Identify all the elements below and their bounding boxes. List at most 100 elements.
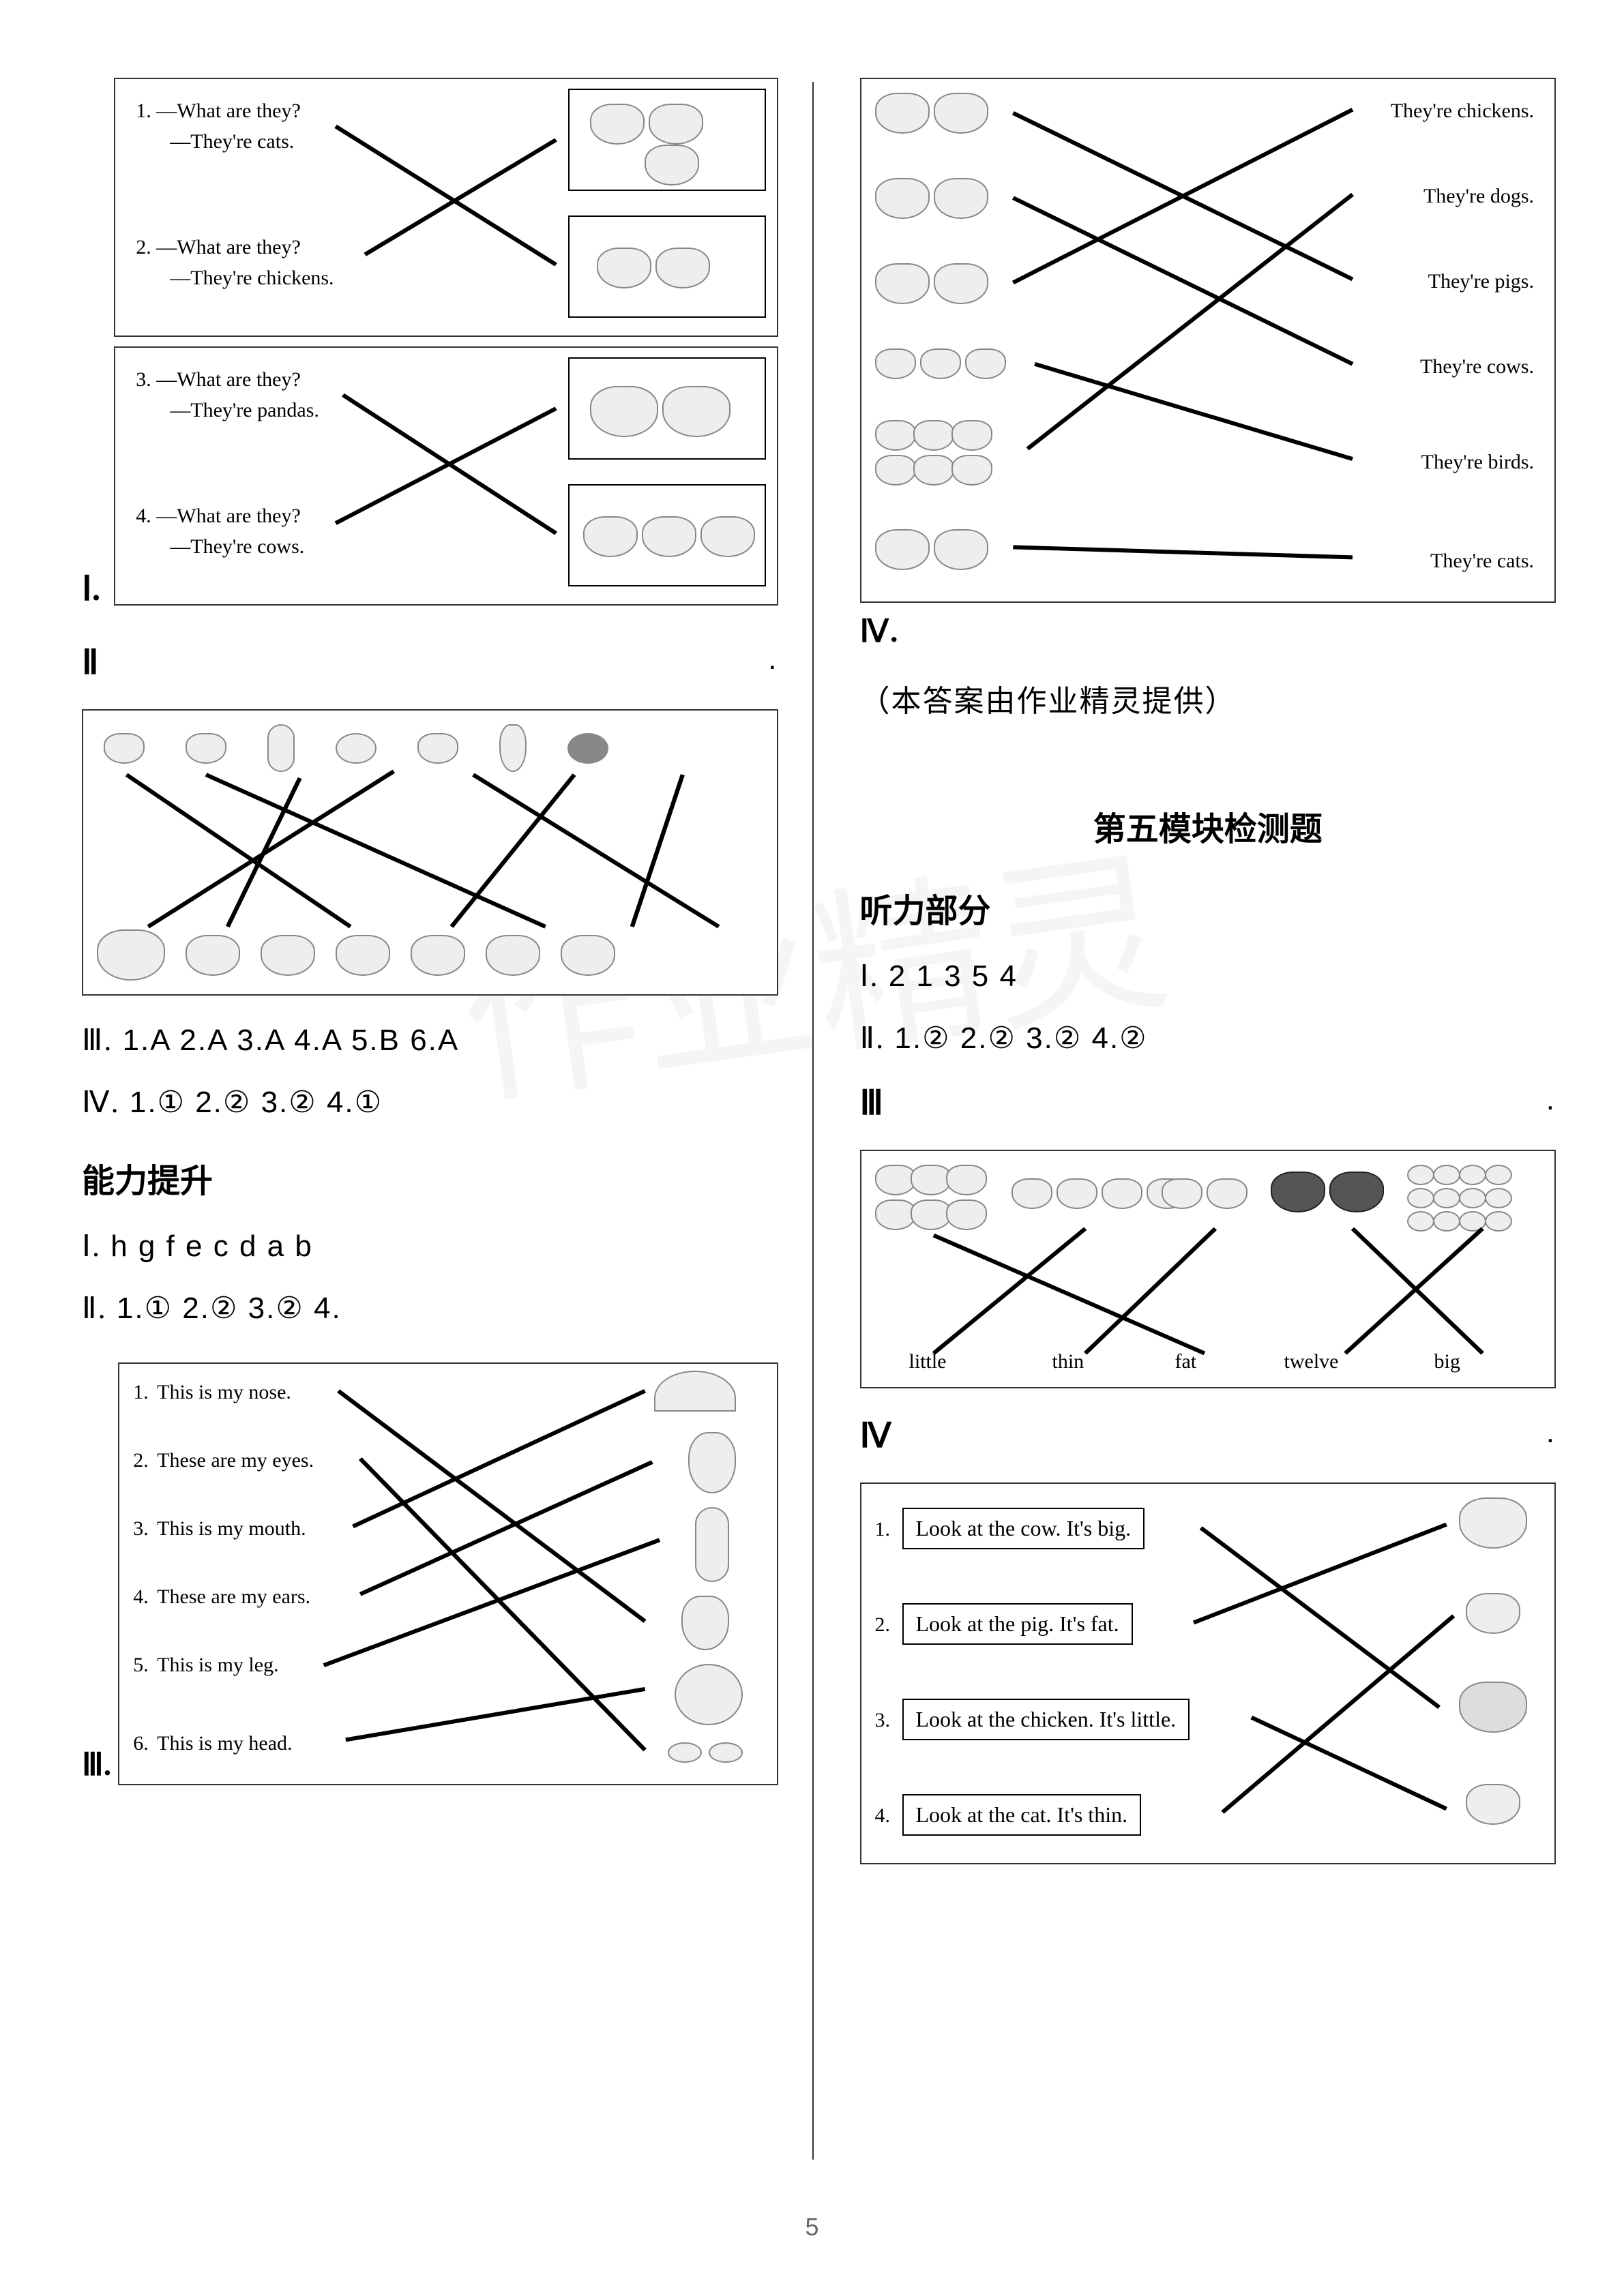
section-6-label: Ⅱ. [82, 1292, 107, 1325]
mouth-icon [654, 1371, 736, 1412]
figure-look-match: 1. Look at the cow. It's big. 2. Look at… [860, 1482, 1556, 1864]
bp-1-text: This is my nose. [157, 1381, 291, 1404]
look-1-box: Look at the cow. It's big. [902, 1508, 1145, 1549]
match-lines-5 [861, 79, 1555, 601]
ans-pigs: They're pigs. [1428, 270, 1534, 293]
pig-icon [1459, 1497, 1527, 1549]
figure-animals-match: They're chickens. They're dogs. They're … [860, 78, 1556, 603]
img-box-pandas [568, 484, 766, 586]
figure-q1q2: 1. —What are they? —They're cats. 2. —Wh… [114, 78, 778, 337]
ans-dogs: They're dogs. [1423, 185, 1534, 208]
module-heading: 第五模块检测题 [860, 802, 1556, 850]
bp-5-num: 5. [133, 1654, 149, 1677]
q3-num: 3. [136, 368, 151, 391]
r-sec4-roman: Ⅳ [860, 1416, 893, 1455]
listening-heading: 听力部分 [860, 884, 1556, 931]
section-2-roman: Ⅱ [82, 642, 100, 682]
bp-6-num: 6. [133, 1732, 149, 1755]
r-sec2-label: Ⅱ. [860, 1022, 885, 1055]
bp-2-text: These are my eyes. [157, 1449, 314, 1472]
q2-answer: —They're chickens. [170, 267, 334, 290]
q2-question: —What are they? [156, 236, 301, 259]
bp-5-text: This is my leg. [157, 1654, 278, 1677]
leg-icon [695, 1507, 729, 1582]
q4-num: 4. [136, 505, 151, 528]
img-box-chickens [568, 89, 766, 191]
bp-1-num: 1. [133, 1381, 149, 1404]
q2-num: 2. [136, 236, 151, 259]
section-5-label: Ⅰ. [82, 1229, 101, 1263]
ans-cows: They're cows. [1420, 355, 1534, 378]
r-sec2-answers: 1.② 2.② 3.② 4.② [894, 1022, 1147, 1055]
bp-4-text: These are my ears. [157, 1585, 310, 1609]
eyes-icon [668, 1742, 743, 1763]
section-7-roman: Ⅲ. [82, 1746, 111, 1783]
right-column: They're chickens. They're dogs. They're … [819, 68, 1556, 2228]
credit-line: （本答案由作业精灵提供） [860, 676, 1556, 720]
sec-iv-top-roman: Ⅳ. [860, 614, 900, 648]
r-sec1-label: Ⅰ. [860, 959, 879, 993]
q3-question: —What are they? [156, 368, 301, 391]
chicken-icon [1466, 1784, 1520, 1825]
look-4-num: 4. [875, 1804, 891, 1828]
figure-body-parts: 1. This is my nose. 2. These are my eyes… [118, 1362, 778, 1785]
q4-question: —What are they? [156, 505, 301, 528]
look-2-num: 2. [875, 1613, 891, 1637]
ans-birds: They're birds. [1421, 451, 1534, 474]
r-sec2-line: Ⅱ. 1.② 2.② 3.② 4.② [860, 1021, 1556, 1056]
word-thin: thin [1052, 1350, 1084, 1373]
q4-answer: —They're cows. [170, 535, 304, 558]
figure-q3q4: 3. —What are they? —They're pandas. 4. —… [114, 346, 778, 606]
section-3-line: Ⅲ. 1.A 2.A 3.A 4.A 5.B 6.A [82, 1023, 778, 1058]
section-5-line: Ⅰ. h g f e c d a b [82, 1229, 778, 1264]
section-5-answers: h g f e c d a b [110, 1229, 313, 1263]
section-6-answers: 1.① 2.② 3.② 4. [117, 1292, 342, 1325]
look-3-num: 3. [875, 1709, 891, 1732]
word-twelve: twelve [1284, 1350, 1339, 1373]
word-big: big [1434, 1350, 1460, 1373]
q3-answer: —They're pandas. [170, 399, 319, 422]
ear-icon [688, 1432, 736, 1493]
section-4-answers: 1.① 2.② 3.② 4.① [130, 1086, 383, 1119]
r-sec1-answers: 2 1 3 5 4 [889, 959, 1018, 993]
q1-num: 1. [136, 100, 151, 123]
bp-4-num: 4. [133, 1585, 149, 1609]
figure-words-match: little thin fat twelve big [860, 1150, 1556, 1388]
section-3-label: Ⅲ. [82, 1024, 113, 1057]
match-lines-4 [119, 1364, 776, 1784]
r-sec1-line: Ⅰ. 2 1 3 5 4 [860, 959, 1556, 994]
bp-2-num: 2. [133, 1449, 149, 1472]
word-fat: fat [1175, 1350, 1197, 1373]
section-1-roman: Ⅰ. [82, 569, 100, 608]
figure-sec2 [82, 709, 778, 996]
worksheet-page: 作业精灵 5 Ⅰ. 1. —What are they? —They're ca… [0, 0, 1624, 2296]
bp-3-text: This is my mouth. [157, 1517, 306, 1540]
ans-cats: They're cats. [1430, 550, 1534, 573]
look-3-box: Look at the chicken. It's little. [902, 1699, 1190, 1740]
r-sec3-roman: Ⅲ [860, 1083, 885, 1122]
section-3-answers: 1.A 2.A 3.A 4.A 5.B 6.A [123, 1024, 460, 1057]
look-4-box: Look at the cat. It's thin. [902, 1794, 1142, 1836]
img-box-cows [568, 357, 766, 460]
word-little: little [909, 1350, 947, 1373]
cow-icon [1459, 1682, 1527, 1733]
bp-6-text: This is my head. [157, 1732, 292, 1755]
head-icon [675, 1664, 743, 1725]
ability-heading: 能力提升 [82, 1154, 778, 1202]
look-2-box: Look at the pig. It's fat. [902, 1603, 1133, 1645]
ans-chickens: They're chickens. [1391, 100, 1534, 123]
section-4-line: Ⅳ. 1.① 2.② 3.② 4.① [82, 1085, 778, 1120]
section-2-dot: . [768, 642, 778, 682]
r-sec4-dot: . [1546, 1416, 1556, 1455]
img-box-cats [568, 215, 766, 318]
section-4-label: Ⅳ. [82, 1086, 120, 1119]
r-sec3-dot: . [1546, 1083, 1556, 1122]
q1-question: —What are they? [156, 100, 301, 123]
sec-iv-top-label-row: Ⅳ. [860, 612, 1556, 649]
cat-icon [1466, 1593, 1520, 1634]
left-column: Ⅰ. 1. —What are they? —They're cats. 2. … [82, 68, 819, 2228]
q1-answer: —They're cats. [170, 130, 294, 153]
bp-3-num: 3. [133, 1517, 149, 1540]
section-6-line: Ⅱ. 1.① 2.② 3.② 4. [82, 1291, 778, 1326]
look-1-num: 1. [875, 1518, 891, 1541]
